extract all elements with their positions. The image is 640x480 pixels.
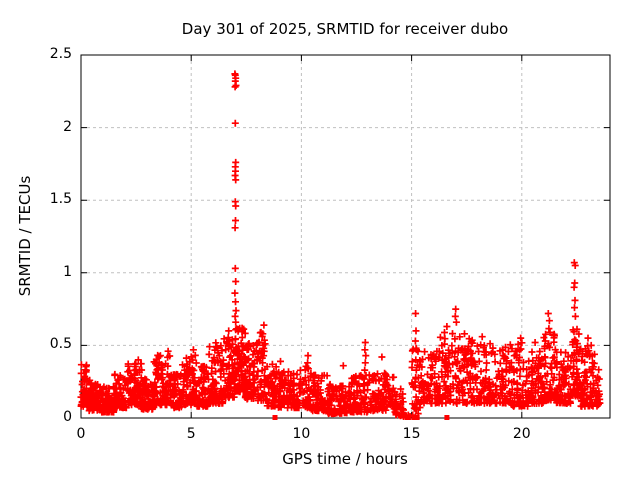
x-tick-label: 20 [512,426,531,442]
y-tick-label: 1.5 [49,191,72,208]
y-tick-label: 1 [63,263,72,280]
plot-border [80,54,611,419]
axis-ticks [80,54,610,419]
x-tick-label: 15 [402,426,421,442]
chart-title: Day 301 of 2025, SRMTID for receiver dub… [181,20,509,38]
y-tick-label: 0.5 [49,336,72,353]
y-tick-label: 2 [63,118,72,135]
x-tick-label: 0 [76,426,86,442]
zero-value-square [404,415,410,420]
y-tick-label: 2.5 [49,46,72,62]
y-tick-label: 0 [63,409,72,425]
zero-value-square [444,415,450,420]
zero-value-square [414,415,420,420]
zero-value-square [272,415,278,420]
x-tick-label: 10 [292,426,311,442]
zero-value-square [411,415,417,420]
data-points [77,70,604,420]
x-axis-label: GPS time / hours [282,450,408,468]
grid-lines [81,55,610,418]
x-tick-label: 5 [186,426,196,442]
